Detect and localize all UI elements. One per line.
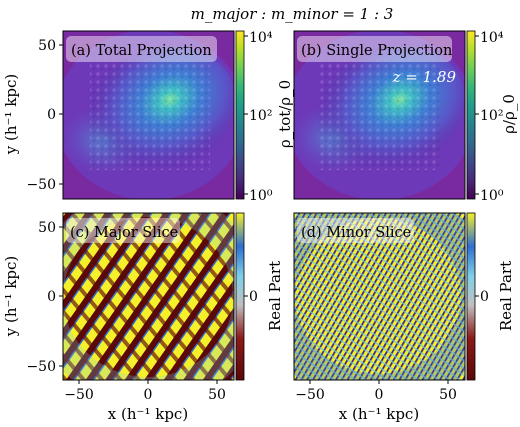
colorbar-c xyxy=(235,212,245,381)
colorbar-a-label: ρ_tot/ρ_0 xyxy=(276,80,294,148)
x-tick-left-neg50: −50 xyxy=(64,387,94,403)
x-axis-right: −50 0 50 xyxy=(295,380,457,403)
x-tick-right-neg50: −50 xyxy=(295,387,325,403)
y-axis-label-top: y (h⁻¹ kpc) xyxy=(2,74,20,155)
panel-b-redshift: z = 1.89 xyxy=(392,68,457,86)
colorbar-b-axis: 10⁴ 10² 10⁰ ρ/ρ_0 xyxy=(475,30,518,204)
panel-d: (d) Minor Slice xyxy=(293,212,476,381)
panel-d-cross-stripes xyxy=(294,213,465,380)
panel-a-label-box xyxy=(66,36,217,62)
y-axis-top-left: 50 0 −50 xyxy=(26,38,63,193)
panel-a-speckle xyxy=(90,60,210,170)
colorbar-a-axis: 10⁴ 10² 10⁰ ρ_tot/ρ_0 xyxy=(244,30,294,204)
colorbar-a-tick-4: 10⁴ xyxy=(249,30,273,46)
y-tick-top-neg50: −50 xyxy=(26,177,56,193)
colorbar-b-tick-4: 10⁴ xyxy=(480,30,504,46)
panel-b-label: (b) Single Projection xyxy=(301,43,452,59)
colorbar-c-label: Real Part xyxy=(266,261,284,331)
x-axis-label-left: x (h⁻¹ kpc) xyxy=(108,405,188,423)
x-tick-right-50: 50 xyxy=(439,387,457,403)
colorbar-b-label: ρ/ρ_0 xyxy=(500,94,518,134)
colorbar-a xyxy=(235,30,245,200)
colorbar-d-label: Real Part xyxy=(497,261,515,331)
colorbar-d xyxy=(466,212,476,381)
panel-b-speckle xyxy=(320,60,440,170)
colorbar-a-tick-2: 10² xyxy=(249,108,272,124)
panel-a-frame xyxy=(62,30,235,200)
panel-a-label: (a) Total Projection xyxy=(71,43,212,59)
colorbar-b xyxy=(466,30,476,200)
figure-title: m_major : m_minor = 1 : 3 xyxy=(191,5,394,23)
x-axis-left: −50 0 50 xyxy=(64,380,226,403)
y-tick-top-50: 50 xyxy=(38,38,56,54)
y-tick-bottom-neg50: −50 xyxy=(26,359,56,375)
panel-b-frame xyxy=(293,30,466,200)
y-tick-bottom-50: 50 xyxy=(38,220,56,236)
panel-d-label: (d) Minor Slice xyxy=(301,225,411,241)
panel-a: (a) Total Projection xyxy=(62,30,245,200)
panel-c: (c) Major Slice xyxy=(62,212,245,381)
x-tick-left-0: 0 xyxy=(144,387,153,403)
colorbar-b-tick-2: 10² xyxy=(480,108,503,124)
colorbar-b-tick-0: 10⁰ xyxy=(480,188,504,204)
colorbar-d-axis: 0 Real Part xyxy=(475,261,515,331)
colorbar-d-tick-0: 0 xyxy=(480,289,489,305)
colorbar-c-tick-0: 0 xyxy=(249,289,258,305)
x-axis-label-right: x (h⁻¹ kpc) xyxy=(339,405,419,423)
panel-c-label: (c) Major Slice xyxy=(70,225,178,241)
x-tick-left-50: 50 xyxy=(208,387,226,403)
panel-b: (b) Single Projection z = 1.89 xyxy=(293,30,476,200)
colorbar-a-tick-0: 10⁰ xyxy=(249,188,273,204)
panel-c-label-box xyxy=(66,218,180,243)
x-tick-right-0: 0 xyxy=(375,387,384,403)
y-axis-bottom-left: 50 0 −50 xyxy=(26,220,63,375)
y-tick-bottom-0: 0 xyxy=(47,289,56,305)
panel-b-label-box xyxy=(297,36,452,62)
panel-d-label-box xyxy=(297,218,414,243)
colorbar-c-axis: 0 Real Part xyxy=(244,261,284,331)
y-tick-top-0: 0 xyxy=(47,107,56,123)
y-axis-label-bottom: y (h⁻¹ kpc) xyxy=(2,256,20,337)
panel-c-cross-stripes xyxy=(63,213,234,380)
